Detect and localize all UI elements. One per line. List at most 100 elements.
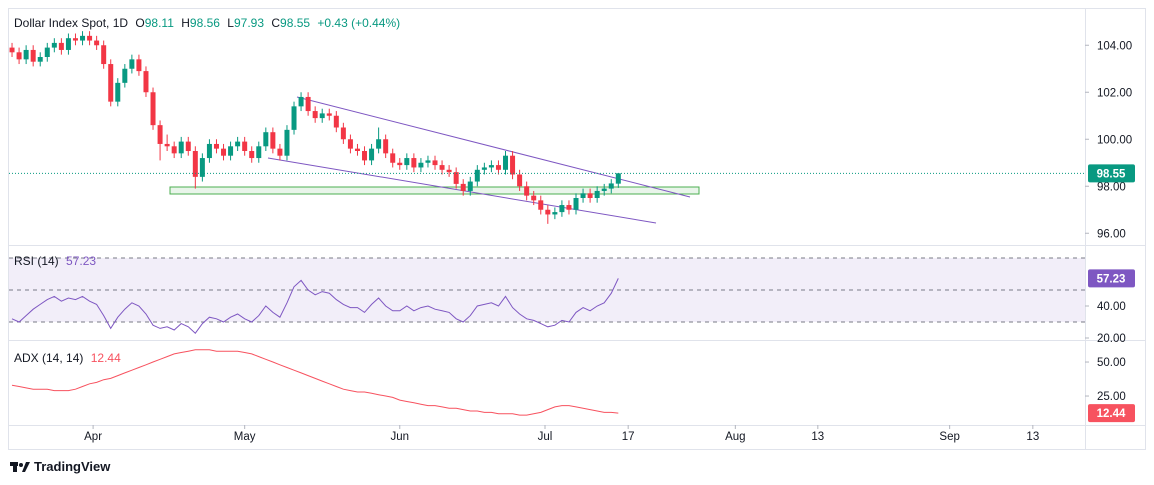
legend-key: O xyxy=(135,16,145,30)
candle-body xyxy=(305,96,311,112)
candle-body xyxy=(474,169,480,182)
candle-body xyxy=(488,165,494,168)
candle-body xyxy=(333,115,339,128)
candle-body xyxy=(439,165,445,170)
candle-body xyxy=(164,143,170,147)
candle-body xyxy=(122,68,128,83)
candle-body xyxy=(192,151,198,177)
candle-body xyxy=(136,59,142,72)
candle-body xyxy=(58,42,64,50)
brand: TradingView xyxy=(34,459,111,474)
x-tick-label: 17 xyxy=(622,431,635,443)
candle-body xyxy=(23,49,29,60)
candle-body xyxy=(72,38,78,41)
candle-body xyxy=(312,111,318,119)
candle-body xyxy=(460,183,466,191)
last-value-label: 57.23 xyxy=(1097,273,1126,285)
indicator-line xyxy=(11,278,619,334)
candle-body xyxy=(376,139,382,149)
legend-value: 98.55 xyxy=(280,16,311,30)
candle-body xyxy=(30,49,36,62)
candle-body xyxy=(213,143,219,149)
x-tick-label: Jul xyxy=(538,431,553,443)
y-tick-label: 98.00 xyxy=(1097,181,1126,193)
candle-body xyxy=(228,146,234,156)
x-tick-label: May xyxy=(234,431,256,443)
candle-body xyxy=(178,141,184,154)
candle-body xyxy=(404,158,410,166)
candle-body xyxy=(87,35,93,41)
candle-body xyxy=(249,151,255,159)
last-value-badge xyxy=(1088,164,1135,183)
legend-value: 98.56 xyxy=(189,16,220,30)
candle-body xyxy=(432,160,438,166)
candle-body xyxy=(615,173,621,184)
legend-key: H xyxy=(181,16,190,30)
candle-body xyxy=(524,186,530,196)
candle-body xyxy=(347,139,353,149)
y-tick-label: 20.00 xyxy=(1097,333,1126,345)
candle-body xyxy=(171,146,177,154)
candle-body xyxy=(270,132,276,149)
candle-body xyxy=(16,52,22,60)
last-value-label: 12.44 xyxy=(1097,408,1126,420)
candle-body xyxy=(277,148,283,156)
candle-body xyxy=(221,148,227,156)
candle-body xyxy=(319,113,325,119)
symbol: Dollar Index Spot, 1D xyxy=(14,16,129,30)
trend-line-upper xyxy=(296,96,691,198)
candle-body xyxy=(150,92,156,126)
candle-body xyxy=(453,172,459,184)
candle-body xyxy=(531,195,537,201)
candle-body xyxy=(94,40,100,46)
adx-value: 12.44 xyxy=(90,351,121,365)
candle-body xyxy=(65,38,71,50)
candle-body xyxy=(284,129,290,156)
change: +0.43 (+0.44%) xyxy=(317,16,401,30)
candle-body xyxy=(51,42,57,48)
candle-body xyxy=(143,71,149,93)
candle-body xyxy=(129,59,135,69)
candle-body xyxy=(383,139,389,154)
y-tick-label: 100.00 xyxy=(1097,134,1132,146)
candle-body xyxy=(573,198,579,210)
candle-body xyxy=(390,153,396,163)
candle-body xyxy=(115,82,121,102)
candle-body xyxy=(206,143,212,159)
candle-body xyxy=(242,141,248,151)
candle-body xyxy=(101,45,107,65)
rsi-title: RSI (14) xyxy=(14,254,59,268)
legend-value: 98.11 xyxy=(144,16,174,30)
candle-body xyxy=(9,47,15,53)
candle-body xyxy=(538,200,544,210)
legend-key: C xyxy=(271,16,281,30)
x-tick-label: Sep xyxy=(939,431,959,443)
adx-legend: ADX (14, 14) 12.44 xyxy=(14,351,125,365)
candle-body xyxy=(44,47,50,57)
x-tick-label: 13 xyxy=(1026,431,1039,443)
y-tick-label: 40.00 xyxy=(1097,301,1126,313)
candle-body xyxy=(503,155,509,170)
candle-body xyxy=(510,155,516,175)
candle-body xyxy=(185,141,191,151)
last-value-badge xyxy=(1088,404,1135,423)
candle-body xyxy=(481,167,487,170)
candle-body xyxy=(256,146,262,159)
candle-body xyxy=(291,106,297,130)
x-tick-label: Jun xyxy=(390,431,409,443)
candle-body xyxy=(517,174,523,187)
candle-body xyxy=(580,193,586,198)
legend-key: L xyxy=(227,16,234,30)
candle-body xyxy=(298,96,304,107)
candle-body xyxy=(587,193,593,198)
candle-body xyxy=(80,35,86,41)
last-value-label: 98.55 xyxy=(1097,168,1126,180)
candle-body xyxy=(467,181,473,191)
candle-body xyxy=(418,162,424,168)
candle-body xyxy=(552,212,558,215)
last-value-badge xyxy=(1088,269,1135,288)
candle-body xyxy=(354,148,360,151)
y-tick-label: 50.00 xyxy=(1097,357,1126,369)
